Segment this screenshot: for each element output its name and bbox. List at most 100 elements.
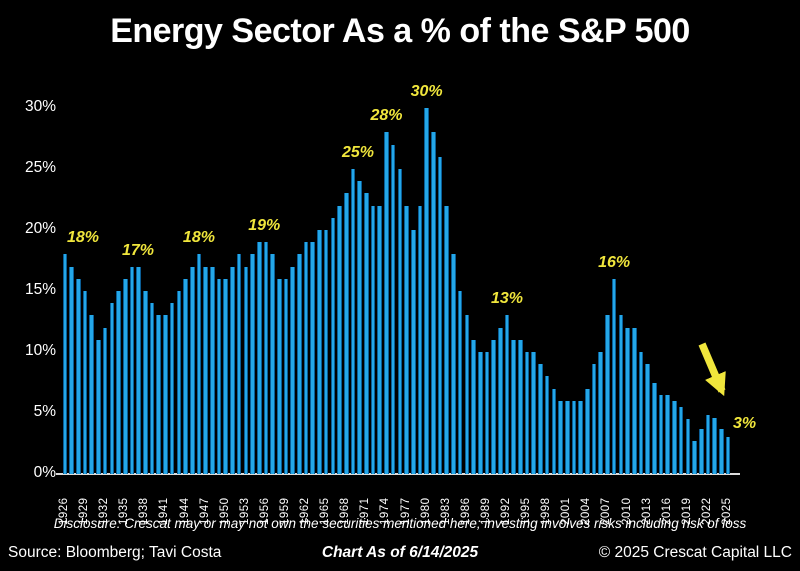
bar-1931 <box>96 339 101 474</box>
bar-1986 <box>464 315 470 474</box>
y-axis-label: 15% <box>24 281 56 298</box>
bar-2024 <box>719 428 724 474</box>
bar-1941 <box>163 315 168 474</box>
bar-2005 <box>591 364 597 474</box>
annotation-label: 28% <box>370 107 403 125</box>
y-axis-label: 25% <box>24 159 56 176</box>
bar-1999 <box>551 388 557 474</box>
bar-2018 <box>678 406 684 474</box>
bar-1993 <box>511 339 516 474</box>
bar-1940 <box>156 315 162 474</box>
annotation-label: 25% <box>341 144 374 161</box>
bar-1945 <box>189 266 195 474</box>
bar-2011 <box>631 327 637 474</box>
bar-2003 <box>578 400 583 474</box>
bar-2008 <box>611 278 617 474</box>
bar-1954 <box>250 254 255 474</box>
annotation-label: 18% <box>66 229 100 247</box>
annotation-label: 17% <box>121 241 154 259</box>
bar-2014 <box>652 382 657 474</box>
bar-1948 <box>210 266 215 474</box>
bar-1988 <box>477 352 483 474</box>
bar-1966 <box>330 217 336 474</box>
bar-1991 <box>498 327 503 474</box>
bar-1947 <box>203 266 208 474</box>
bar-1974 <box>384 132 389 474</box>
bar-1983 <box>444 205 450 474</box>
bar-1985 <box>457 291 463 474</box>
bar-1965 <box>323 230 329 474</box>
bar-2004 <box>585 388 590 474</box>
annotation-label: 16% <box>598 253 631 271</box>
as-of-text: Chart As of 6/14/2025 <box>321 544 479 561</box>
bar-1980 <box>424 108 429 474</box>
bar-2020 <box>692 441 697 474</box>
bar-1972 <box>370 205 376 474</box>
bar-1998 <box>544 376 550 474</box>
bar-1981 <box>431 132 436 474</box>
bar-1929 <box>82 291 88 474</box>
bar-1971 <box>364 193 369 474</box>
bar-1933 <box>109 303 115 474</box>
bar-1953 <box>243 266 249 474</box>
bar-1990 <box>491 339 496 474</box>
bar-1963 <box>310 242 316 474</box>
annotation-label: 18% <box>182 229 215 247</box>
bar-2010 <box>625 327 630 474</box>
y-axis-label: 20% <box>24 220 56 237</box>
annotation-label: 30% <box>410 83 443 100</box>
bar-1943 <box>176 291 182 474</box>
bar-2012 <box>638 352 644 474</box>
bar-1997 <box>538 364 543 474</box>
annotation-label: 13% <box>490 290 524 308</box>
bar-2000 <box>558 400 563 474</box>
bar-2022 <box>705 415 711 474</box>
bar-1970 <box>357 181 362 474</box>
chart-title: Energy Sector As a % of the S&P 500 <box>110 12 690 50</box>
bar-2025 <box>725 437 731 474</box>
bar-1976 <box>397 169 403 474</box>
bar-2009 <box>618 315 624 474</box>
bar-1967 <box>337 205 342 474</box>
y-axis-label: 5% <box>33 403 56 420</box>
bar-2023 <box>712 417 717 474</box>
bar-1932 <box>102 327 108 474</box>
copyright-text: © 2025 Crescat Capital LLC <box>598 544 792 561</box>
bar-1996 <box>531 352 537 474</box>
bar-1958 <box>277 278 282 474</box>
disclosure-text: Disclosure: Crescat may or may not own t… <box>53 516 747 531</box>
bar-1936 <box>129 266 135 474</box>
bar-2013 <box>645 364 650 474</box>
bar-1942 <box>169 303 175 474</box>
bar-2019 <box>685 419 691 474</box>
bar-1964 <box>317 230 322 474</box>
bar-1937 <box>136 266 141 474</box>
bar-1927 <box>69 266 74 474</box>
bar-1994 <box>518 339 523 474</box>
bar-1946 <box>196 254 202 474</box>
bar-1979 <box>417 205 423 474</box>
bar-2016 <box>665 394 671 474</box>
bar-1978 <box>410 230 416 474</box>
bar-1952 <box>236 254 242 474</box>
bar-1961 <box>297 254 302 474</box>
bar-1926 <box>62 254 68 474</box>
bar-1934 <box>116 291 121 474</box>
bar-1930 <box>89 315 95 474</box>
bar-2015 <box>658 394 664 474</box>
bar-1975 <box>390 144 396 474</box>
bar-1957 <box>270 254 275 474</box>
y-axis-label: 10% <box>24 342 56 359</box>
bar-1973 <box>377 205 383 474</box>
annotation-label: 19% <box>248 217 281 235</box>
bar-1959 <box>283 278 289 474</box>
bar-1995 <box>524 352 530 474</box>
bar-1955 <box>256 242 262 474</box>
bar-2002 <box>571 400 577 474</box>
bar-1949 <box>216 278 222 474</box>
bar-1928 <box>76 278 81 474</box>
bar-1939 <box>149 303 155 474</box>
bar-1968 <box>343 193 349 474</box>
source-text: Source: Bloomberg; Tavi Costa <box>8 544 222 561</box>
